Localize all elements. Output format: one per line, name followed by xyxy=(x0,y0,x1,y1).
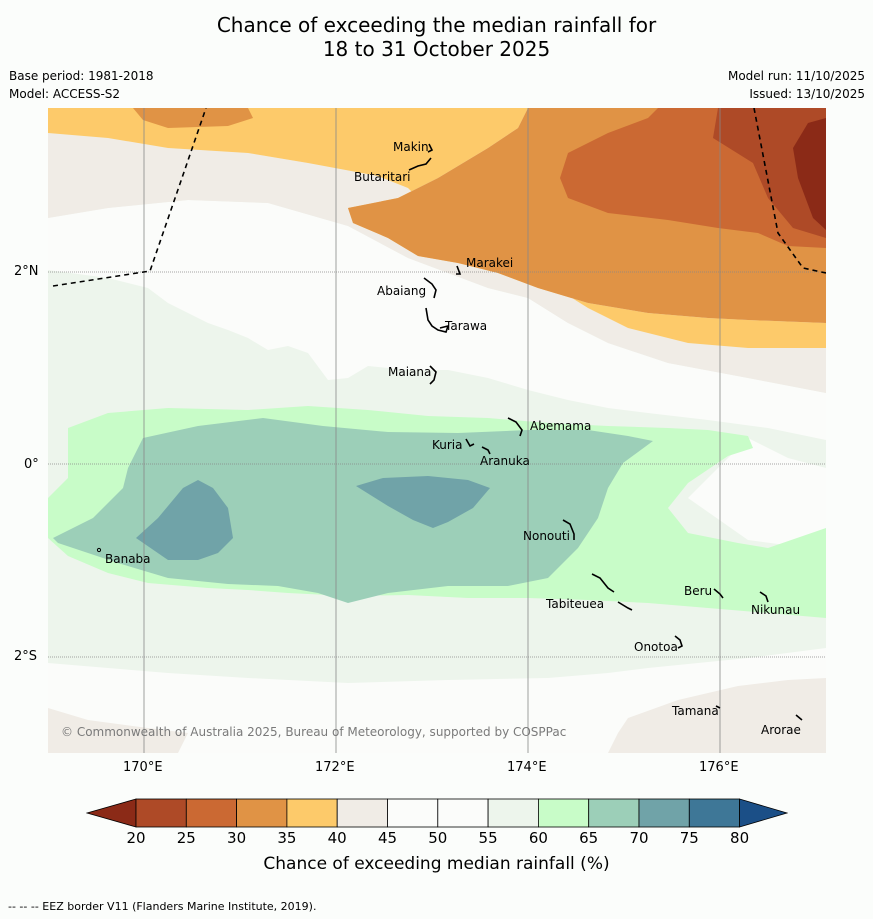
island-label-butaritari: Butaritari xyxy=(354,170,411,184)
colorbar-cell xyxy=(135,798,187,828)
eez-footnote: -- -- -- EEZ border V11 (Flanders Marine… xyxy=(8,900,317,913)
colorbar-cell xyxy=(688,798,740,828)
colorbar-tick: 80 xyxy=(730,829,750,847)
colorbar-tick: 65 xyxy=(579,829,599,847)
band-70-75-central xyxy=(356,476,490,528)
colorbar xyxy=(86,798,788,828)
colorbar-cell xyxy=(236,798,288,828)
island-label-arorae: Arorae xyxy=(761,723,801,737)
copyright-notice: © Commonwealth of Australia 2025, Bureau… xyxy=(61,725,566,739)
island-label-makin: Makin xyxy=(393,140,429,154)
colorbar-tick: 25 xyxy=(176,829,196,847)
island-label-tarawa: Tarawa xyxy=(444,319,487,333)
model-run: Model run: 11/10/2025 xyxy=(727,69,865,83)
colorbar-cell xyxy=(638,798,690,828)
issued-date: Issued: 13/10/2025 xyxy=(749,87,865,101)
island-label-kuria: Kuria xyxy=(432,438,463,452)
island-label-nonouti: Nonouti xyxy=(523,529,570,543)
colorbar-cell xyxy=(185,798,238,828)
model-name: Model: ACCESS-S2 xyxy=(9,87,121,101)
colorbar-extend-high xyxy=(739,798,788,828)
band-40-45-south xyxy=(608,678,826,753)
island-label-marakei: Marakei xyxy=(466,256,513,270)
band-40-45-north xyxy=(48,133,826,393)
colorbar-tick: 55 xyxy=(478,829,498,847)
island-label-nikunau: Nikunau xyxy=(751,603,800,617)
band-45-55-east xyxy=(688,438,826,548)
colorbar-tick: 30 xyxy=(227,829,247,847)
colorbar-tick: 70 xyxy=(629,829,649,847)
colorbar-cell xyxy=(537,798,590,828)
colorbar-cell xyxy=(588,798,640,828)
lat-tick-0: 0° xyxy=(24,457,39,472)
lon-tick-172: 172°E xyxy=(315,760,355,775)
colorbar-extend-low xyxy=(86,798,137,828)
island-label-tabiteuea: Tabiteuea xyxy=(545,597,604,611)
band-70-75-west xyxy=(136,480,233,560)
colorbar-cell xyxy=(286,798,338,828)
colorbar-tick: 75 xyxy=(679,829,699,847)
lat-tick-2n: 2°N xyxy=(14,264,39,279)
colorbar-label: Chance of exceeding median rainfall (%) xyxy=(263,854,610,874)
island-shapes xyxy=(408,143,803,721)
band-lt-20 xyxy=(793,118,826,230)
colorbar-cell xyxy=(336,798,388,828)
lat-tick-2s: 2°S xyxy=(14,649,38,664)
island-banaba-shape xyxy=(96,547,102,553)
band-40-45-south-west xyxy=(48,708,188,753)
title-line-2: 18 to 31 October 2025 xyxy=(322,37,551,61)
graticule xyxy=(48,108,826,753)
colorbar-tick: 60 xyxy=(528,829,548,847)
island-label-banaba: Banaba xyxy=(105,552,151,566)
lon-tick-174: 174°E xyxy=(507,760,547,775)
colorbar-tick: 20 xyxy=(126,829,146,847)
colorbar-cell xyxy=(387,798,439,828)
island-label-abemama: Abemama xyxy=(530,419,591,433)
island-label-aranuka: Aranuka xyxy=(480,454,530,468)
base-period: Base period: 1981-2018 xyxy=(9,69,154,83)
island-label-onotoa: Onotoa xyxy=(634,640,678,654)
island-label-maiana: Maiana xyxy=(388,365,431,379)
band-45-55-north xyxy=(48,200,826,440)
colorbar-cell xyxy=(437,798,489,828)
island-label-beru: Beru xyxy=(684,584,712,598)
rainfall-map: Makin Butaritari Marakei Abaiang Tarawa … xyxy=(48,108,826,753)
band-30-35-west xyxy=(133,108,253,128)
colorbar-tick: 50 xyxy=(428,829,448,847)
island-label-abaiang: Abaiang xyxy=(377,284,426,298)
eez-border xyxy=(52,108,826,287)
lon-tick-176: 176°E xyxy=(699,760,739,775)
colorbar-tick: 40 xyxy=(327,829,347,847)
island-label-tamana: Tamana xyxy=(671,704,719,718)
colorbar-tick: 45 xyxy=(377,829,398,847)
colorbar-cell xyxy=(487,798,539,828)
lon-tick-170: 170°E xyxy=(123,760,163,775)
title-line-1: Chance of exceeding the median rainfall … xyxy=(216,13,657,37)
colorbar-tick: 35 xyxy=(277,829,297,847)
